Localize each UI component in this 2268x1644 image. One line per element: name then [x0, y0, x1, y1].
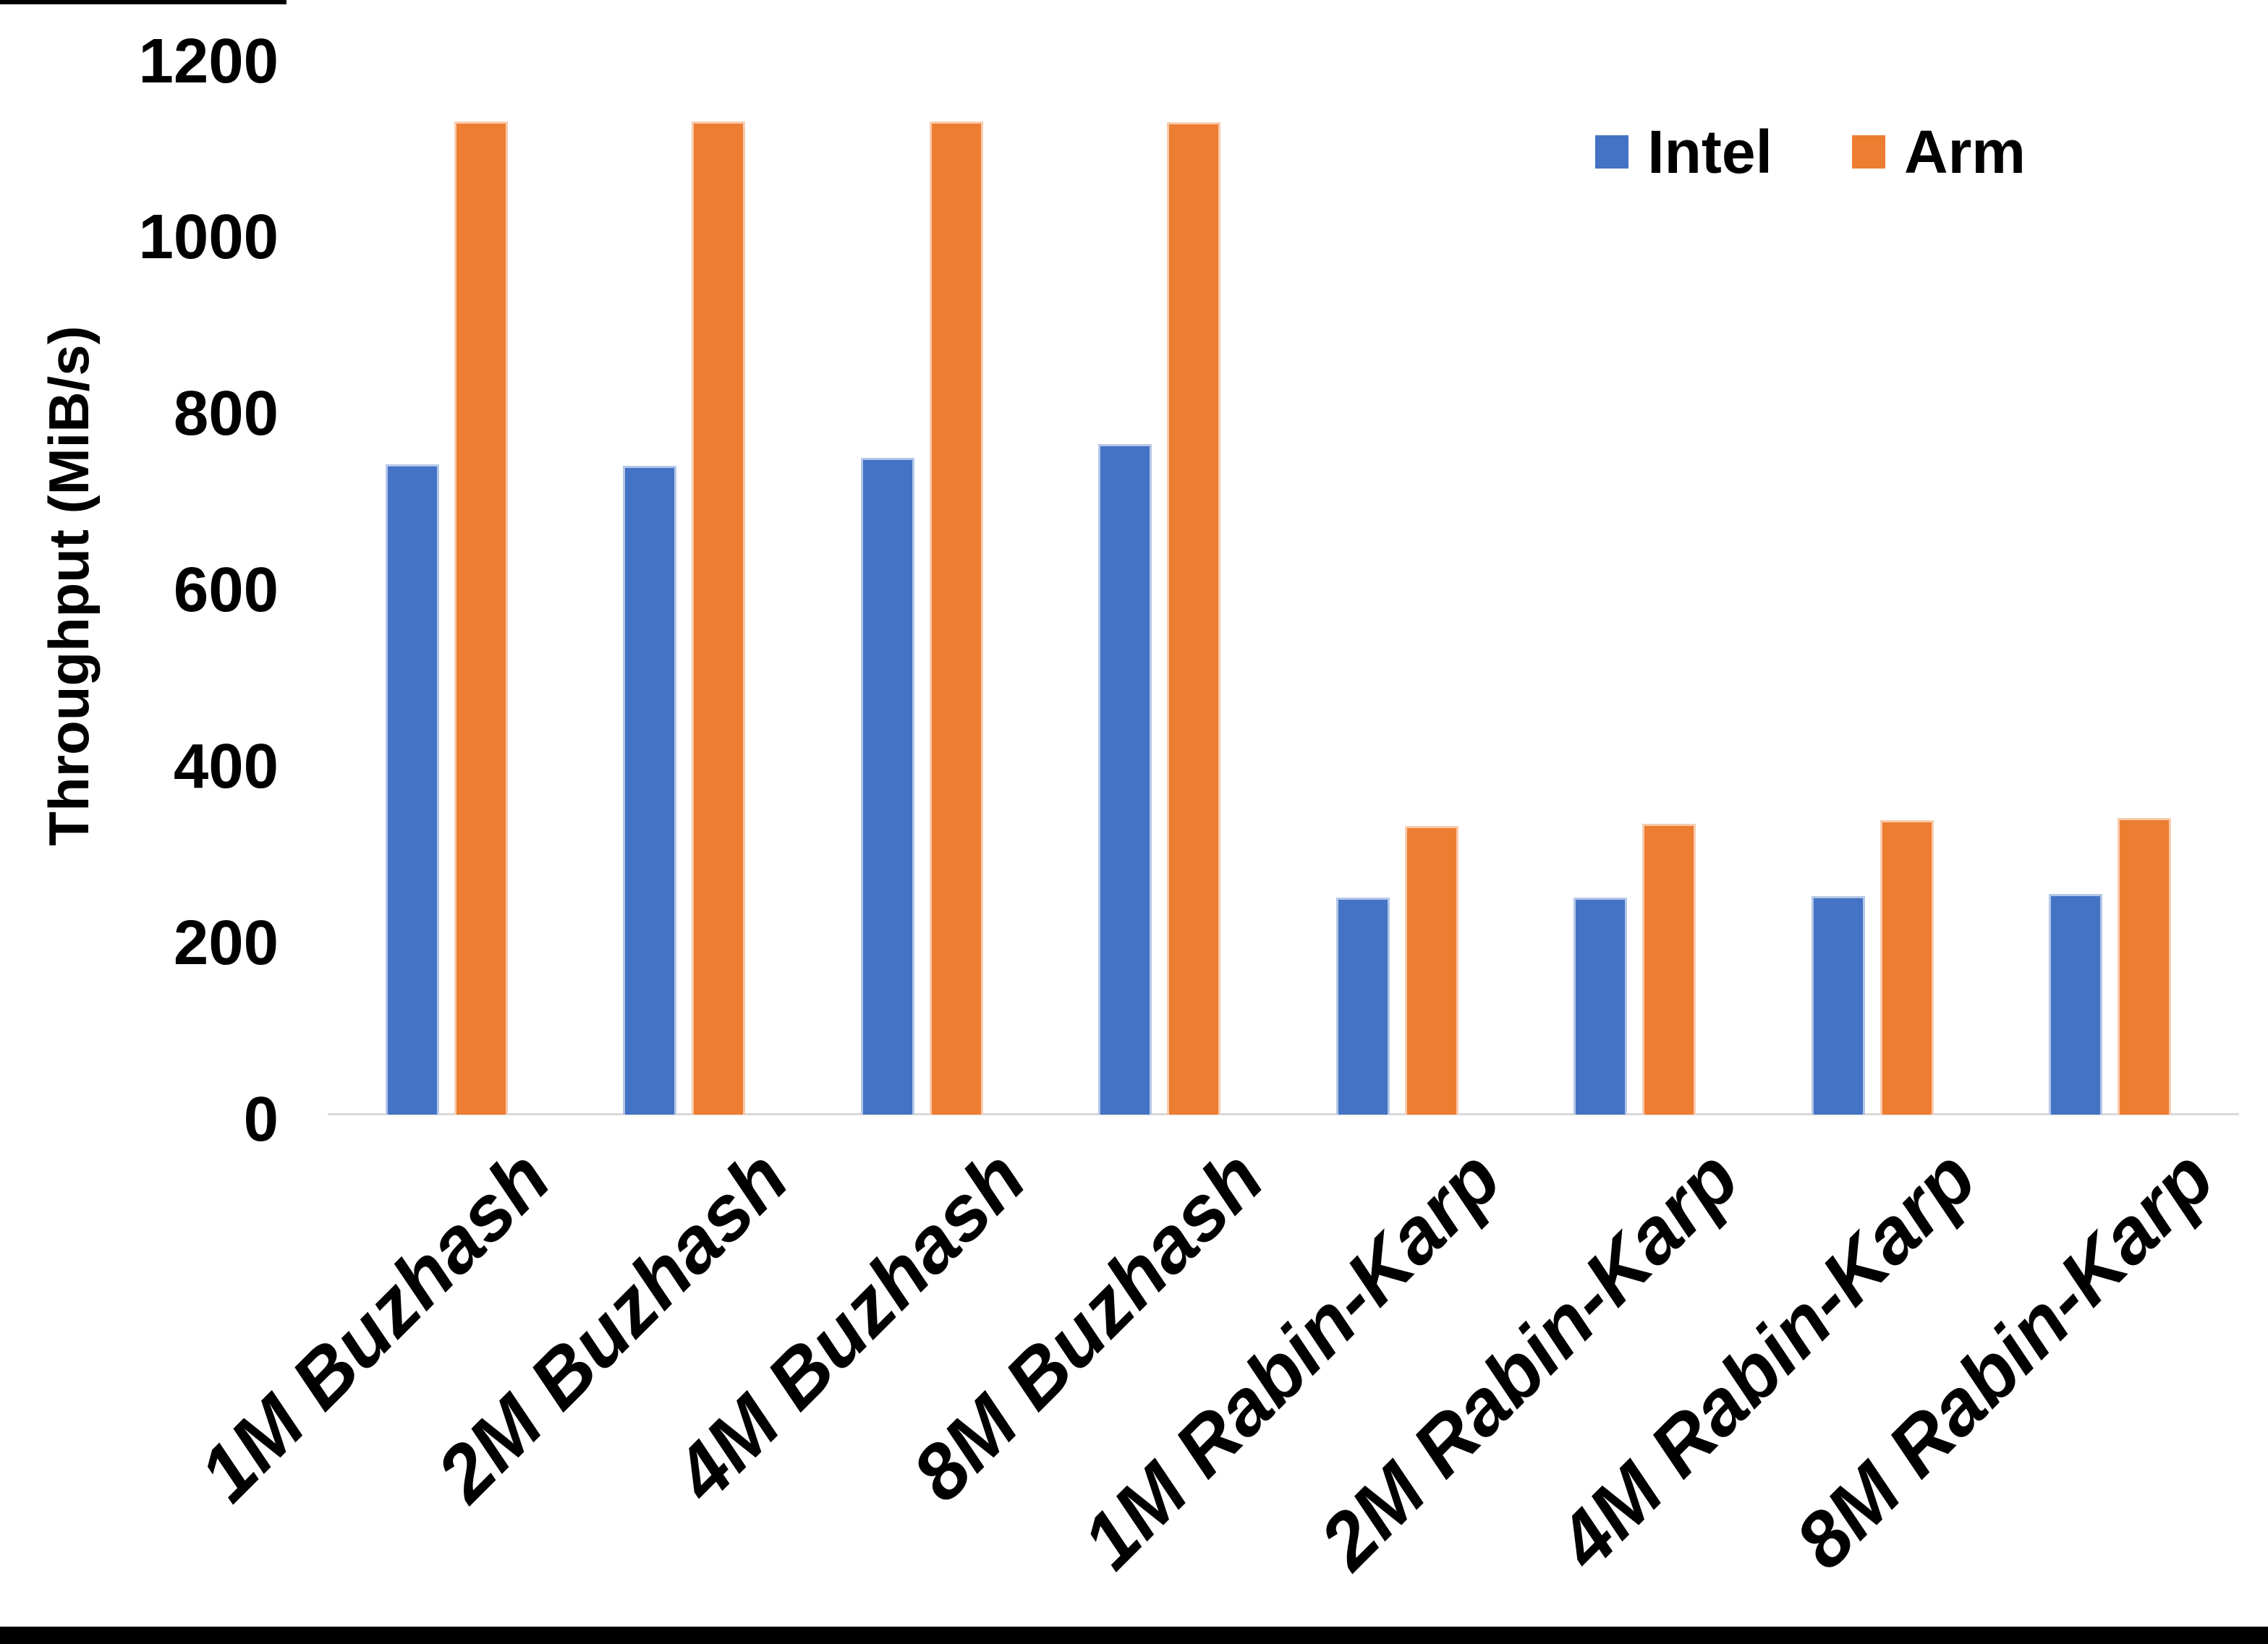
bar-intel-4 — [1098, 444, 1152, 1115]
y-axis-tick-label: 1000 — [138, 202, 279, 273]
bar-intel-2 — [623, 465, 677, 1115]
x-axis-category-label: 1M Rabin-Karp — [1065, 1133, 1517, 1585]
bar-arm-8 — [2118, 818, 2172, 1115]
bar-arm-1 — [454, 122, 508, 1115]
legend: Intel Arm — [1595, 122, 2026, 182]
bar-intel-6 — [1573, 898, 1628, 1115]
bar-intel-7 — [1811, 895, 1865, 1115]
x-axis-category-label: 2M Rabin-Karp — [1302, 1133, 1755, 1585]
x-axis-category-label: 8M Rabin-Karp — [1778, 1133, 2230, 1585]
bar-intel-8 — [2049, 894, 2103, 1115]
bar-intel-5 — [1335, 898, 1390, 1115]
x-axis-baseline — [328, 1113, 2239, 1115]
y-axis-tick-label: 800 — [173, 378, 279, 449]
y-axis-tick-label: 200 — [173, 907, 279, 978]
y-axis-tick-label: 1200 — [138, 25, 279, 96]
legend-label-intel: Intel — [1647, 118, 1772, 186]
y-axis-tick-label: 600 — [173, 555, 279, 625]
bar-intel-3 — [860, 457, 914, 1115]
bar-arm-3 — [929, 122, 983, 1115]
legend-label-arm: Arm — [1903, 118, 2026, 186]
bar-arm-6 — [1642, 823, 1696, 1115]
bar-arm-5 — [1404, 826, 1458, 1115]
x-axis-category-label: 4M Rabin-Karp — [1540, 1133, 1992, 1585]
legend-swatch-intel — [1595, 135, 1629, 169]
bar-arm-7 — [1880, 819, 1934, 1115]
legend-item-arm: Arm — [1851, 118, 2026, 186]
bar-intel-1 — [385, 464, 439, 1115]
legend-item-intel: Intel — [1595, 122, 1772, 182]
top-left-border-segment — [0, 0, 286, 4]
bar-arm-2 — [692, 122, 746, 1115]
y-axis-tick-label: 0 — [243, 1083, 279, 1154]
y-axis-tick-label: 400 — [173, 731, 279, 801]
bar-arm-4 — [1167, 122, 1221, 1115]
legend-swatch-arm — [1851, 135, 1885, 169]
bottom-border — [0, 1627, 2268, 1644]
